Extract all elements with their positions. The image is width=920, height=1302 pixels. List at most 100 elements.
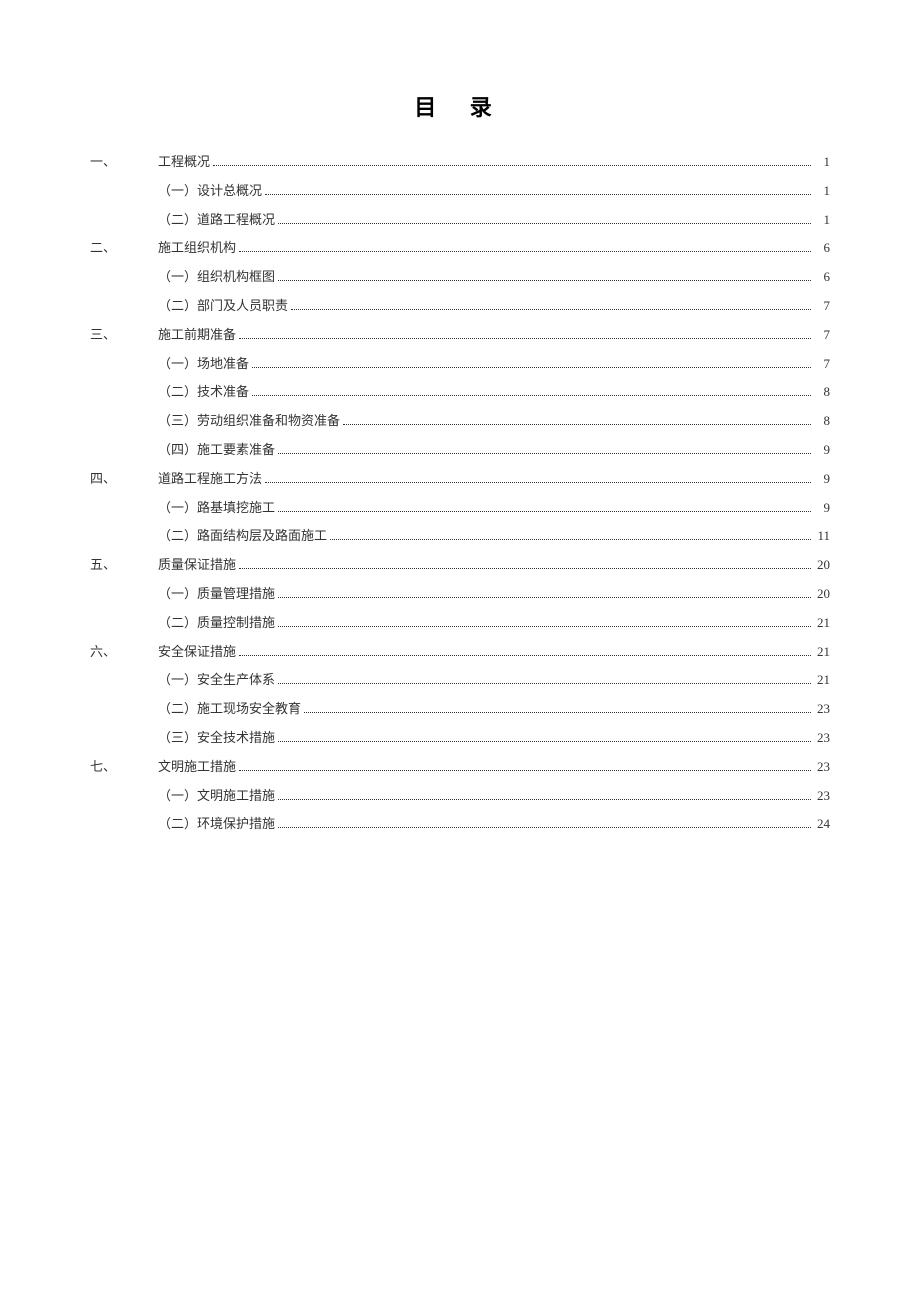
toc-entry-page: 9 — [814, 440, 830, 461]
toc-entry-page: 9 — [814, 498, 830, 519]
toc-entry-number: 四、 — [90, 469, 158, 490]
toc-entry-level2: （一）安全生产体系 21 — [90, 670, 830, 691]
toc-entry-text: 安全保证措施 — [158, 642, 236, 663]
toc-entry-level2: （二）施工现场安全教育 23 — [90, 699, 830, 720]
toc-entry-text: 道路工程施工方法 — [158, 469, 262, 490]
toc-entry-level2: （二）道路工程概况 1 — [90, 210, 830, 231]
toc-entry-page: 23 — [814, 757, 830, 778]
toc-entry-page: 7 — [814, 325, 830, 346]
toc-entry-level1: 五、质量保证措施 20 — [90, 555, 830, 576]
toc-entry-text: （一）质量管理措施 — [90, 584, 275, 605]
toc-entry-text: （一）路基填挖施工 — [90, 498, 275, 519]
toc-entry-level2: （一）场地准备 7 — [90, 354, 830, 375]
toc-entry-page: 20 — [814, 584, 830, 605]
toc-entry-level1: 四、道路工程施工方法 9 — [90, 469, 830, 490]
toc-entry-text: （二）部门及人员职责 — [90, 296, 288, 317]
toc-entry-level2: （二）环境保护措施24 — [90, 814, 830, 835]
toc-leader-dots — [265, 482, 811, 483]
toc-leader-dots — [278, 223, 811, 224]
toc-entry-level1: 三、施工前期准备 7 — [90, 325, 830, 346]
toc-entry-page: 7 — [814, 296, 830, 317]
toc-entry-level1: 一、工程概况 1 — [90, 152, 830, 173]
toc-leader-dots — [252, 395, 811, 396]
toc-entry-text: （二）施工现场安全教育 — [90, 699, 301, 720]
toc-entry-number: 二、 — [90, 238, 158, 259]
toc-entry-text: （二）质量控制措施 — [90, 613, 275, 634]
toc-entry-level1: 六、安全保证措施 21 — [90, 642, 830, 663]
toc-leader-dots — [278, 683, 811, 684]
toc-leader-dots — [239, 655, 811, 656]
toc-entry-text: （二）路面结构层及路面施工 — [90, 526, 327, 547]
toc-entry-level2: （一）路基填挖施工 9 — [90, 498, 830, 519]
toc-entry-text: （三）劳动组织准备和物资准备 — [90, 411, 340, 432]
toc-entry-level2: （二）路面结构层及路面施工 11 — [90, 526, 830, 547]
toc-entry-text: （一）设计总概况 — [90, 181, 262, 202]
toc-leader-dots — [239, 338, 811, 339]
toc-entry-text: 文明施工措施 — [158, 757, 236, 778]
toc-entry-number: 三、 — [90, 325, 158, 346]
toc-entry-level2: （二）部门及人员职责 7 — [90, 296, 830, 317]
toc-entry-text: 工程概况 — [158, 152, 210, 173]
toc-entry-level1: 二、施工组织机构 6 — [90, 238, 830, 259]
toc-container: 一、工程概况 1 （一）设计总概况 1 （二）道路工程概况 1 二、施工组织机构 6 （一）组织… — [90, 152, 830, 835]
toc-entry-page: 21 — [814, 642, 830, 663]
toc-entry-text: 施工前期准备 — [158, 325, 236, 346]
toc-entry-text: （一）场地准备 — [90, 354, 249, 375]
toc-entry-page: 23 — [814, 699, 830, 720]
toc-leader-dots — [291, 309, 811, 310]
toc-entry-level1: 七、文明施工措施 23 — [90, 757, 830, 778]
toc-entry-number: 六、 — [90, 642, 158, 663]
toc-leader-dots — [278, 511, 811, 512]
toc-leader-dots — [213, 165, 811, 166]
toc-entry-level2: （三）劳动组织准备和物资准备8 — [90, 411, 830, 432]
toc-entry-page: 9 — [814, 469, 830, 490]
toc-entry-level2: （二）质量控制措施 21 — [90, 613, 830, 634]
toc-leader-dots — [278, 597, 811, 598]
toc-entry-level2: （一）组织机构框图6 — [90, 267, 830, 288]
toc-leader-dots — [239, 568, 811, 569]
toc-entry-level2: （二）技术准备 8 — [90, 382, 830, 403]
toc-leader-dots — [330, 539, 811, 540]
toc-entry-page: 1 — [814, 210, 830, 231]
toc-entry-page: 6 — [814, 238, 830, 259]
toc-entry-page: 24 — [814, 814, 830, 835]
toc-entry-page: 8 — [814, 382, 830, 403]
toc-leader-dots — [278, 741, 811, 742]
toc-entry-number: 一、 — [90, 152, 158, 173]
toc-leader-dots — [304, 712, 811, 713]
toc-leader-dots — [278, 453, 811, 454]
toc-entry-text: （一）组织机构框图 — [90, 267, 275, 288]
toc-entry-page: 1 — [814, 181, 830, 202]
toc-leader-dots — [278, 280, 811, 281]
toc-entry-text: （二）道路工程概况 — [90, 210, 275, 231]
toc-entry-level2: （一）质量管理措施 20 — [90, 584, 830, 605]
toc-leader-dots — [278, 626, 811, 627]
toc-leader-dots — [343, 424, 811, 425]
toc-entry-page: 11 — [814, 526, 830, 547]
toc-title: 目 录 — [90, 90, 830, 122]
toc-entry-level2: （一）文明施工措施 23 — [90, 786, 830, 807]
toc-entry-text: （二）技术准备 — [90, 382, 249, 403]
toc-leader-dots — [239, 770, 811, 771]
toc-entry-page: 23 — [814, 728, 830, 749]
toc-entry-text: 质量保证措施 — [158, 555, 236, 576]
toc-entry-page: 1 — [814, 152, 830, 173]
toc-entry-number: 七、 — [90, 757, 158, 778]
toc-entry-text: 施工组织机构 — [158, 238, 236, 259]
toc-entry-page: 7 — [814, 354, 830, 375]
toc-entry-page: 21 — [814, 670, 830, 691]
toc-entry-text: （一）文明施工措施 — [90, 786, 275, 807]
toc-leader-dots — [265, 194, 811, 195]
toc-entry-level2: （四）施工要素准备 9 — [90, 440, 830, 461]
toc-leader-dots — [278, 799, 811, 800]
toc-leader-dots — [278, 827, 811, 828]
toc-entry-page: 21 — [814, 613, 830, 634]
toc-entry-text: （四）施工要素准备 — [90, 440, 275, 461]
toc-entry-level2: （一）设计总概况 1 — [90, 181, 830, 202]
toc-entry-text: （一）安全生产体系 — [90, 670, 275, 691]
toc-entry-number: 五、 — [90, 555, 158, 576]
toc-entry-level2: （三）安全技术措施23 — [90, 728, 830, 749]
toc-leader-dots — [252, 367, 811, 368]
toc-entry-page: 20 — [814, 555, 830, 576]
toc-entry-page: 23 — [814, 786, 830, 807]
